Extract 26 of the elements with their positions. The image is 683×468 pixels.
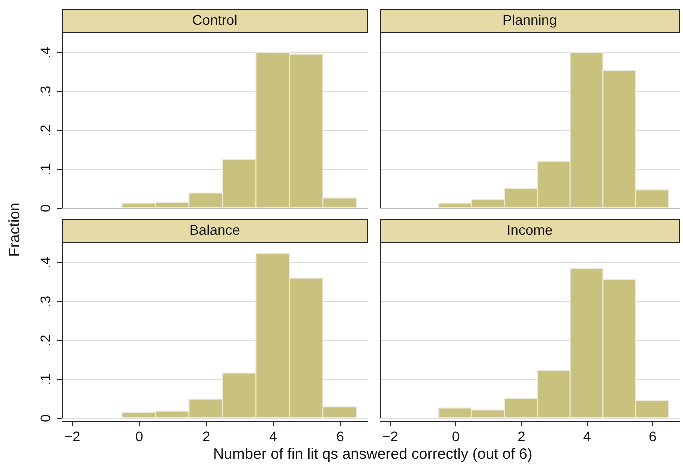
y-tick-label: .4 — [38, 256, 54, 269]
y-tick-label: .3 — [38, 296, 54, 308]
chart-title: Balance — [62, 219, 368, 243]
x-tick-label: 0 — [452, 428, 460, 444]
y-tick-label: .4 — [38, 46, 54, 59]
x-axis-title: Number of fin lit qs answered correctly (out of 6) — [213, 446, 533, 463]
chart-title: Income — [380, 219, 680, 243]
x-tick-label: 6 — [649, 428, 658, 444]
chart-title: Planning — [380, 9, 680, 33]
y-tick-label: .2 — [38, 334, 54, 347]
y-tick-label: .1 — [38, 374, 54, 386]
y-axis-title: Fraction — [6, 202, 24, 258]
y-tick-label: 0 — [38, 204, 54, 212]
x-tick-label: 2 — [202, 428, 211, 444]
y-tick-label: .3 — [38, 86, 54, 98]
x-tick-label: 4 — [583, 428, 592, 444]
x-tick-label: 2 — [518, 428, 526, 444]
y-tick-label: 0 — [38, 414, 54, 422]
x-tick-label: 0 — [136, 428, 144, 444]
x-tick-label: −2 — [64, 428, 81, 444]
x-tick-label: −2 — [382, 428, 399, 444]
x-tick-label: 6 — [336, 428, 344, 444]
chart-title: Control — [62, 9, 368, 33]
y-tick-label: .1 — [38, 164, 54, 176]
y-tick-label: .2 — [38, 124, 54, 137]
x-tick-label: 4 — [270, 428, 278, 444]
